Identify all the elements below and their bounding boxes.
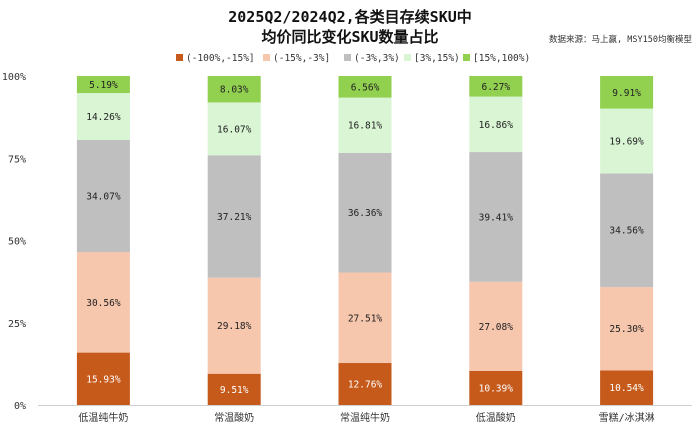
legend-swatch-1 xyxy=(263,54,270,61)
bar-segment xyxy=(469,152,523,282)
bar-segment xyxy=(207,155,261,278)
bar-segment xyxy=(207,76,261,103)
bar-segment xyxy=(207,373,261,405)
data-label: 6.56% xyxy=(351,82,380,93)
bar-segment xyxy=(207,102,261,156)
data-label: 6.27% xyxy=(481,82,510,93)
bar-segment xyxy=(76,75,130,94)
legend-label-1: (-15%,-3%] xyxy=(273,53,330,64)
bar-segment xyxy=(76,352,130,405)
data-label: 36.36% xyxy=(348,208,383,219)
data-label: 30.56% xyxy=(86,298,121,309)
data-label: 27.51% xyxy=(348,313,383,324)
bar-segment xyxy=(338,272,392,364)
data-label: 15.93% xyxy=(86,374,121,385)
bar-segment xyxy=(469,96,523,153)
bar-segment xyxy=(600,108,654,174)
legend-swatch-4 xyxy=(463,54,470,61)
data-label: 8.03% xyxy=(220,85,249,96)
x-category-label: 常温纯牛奶 xyxy=(340,411,390,424)
data-label: 9.91% xyxy=(612,88,641,99)
data-label: 34.56% xyxy=(609,226,644,237)
data-label: 9.51% xyxy=(220,385,249,396)
chart-title-line1: 2025Q2/2024Q2,各类目存续SKU中 xyxy=(228,8,472,26)
x-category-label: 低温纯牛奶 xyxy=(78,411,128,424)
y-tick-label: 50% xyxy=(8,237,26,248)
legend-label-4: [15%,100%) xyxy=(473,53,530,64)
legend-swatch-0 xyxy=(176,54,183,61)
data-label: 10.54% xyxy=(609,383,644,394)
bar-segment xyxy=(76,93,130,140)
y-tick-label: 75% xyxy=(8,154,26,165)
y-tick-label: 100% xyxy=(2,72,26,83)
bar-segment xyxy=(469,370,523,405)
legend-swatch-3 xyxy=(404,54,411,61)
bar-segment xyxy=(469,281,523,371)
legend-label-3: [3%,15%) xyxy=(414,53,460,64)
bar-segment xyxy=(207,277,261,374)
bar-segment xyxy=(600,287,654,371)
bar-segment xyxy=(76,252,130,353)
bar-segment xyxy=(338,363,392,405)
x-category-label: 低温酸奶 xyxy=(476,411,516,424)
bar-segment xyxy=(338,152,392,273)
data-label: 16.07% xyxy=(217,124,252,135)
bar-segment xyxy=(76,139,130,253)
bar-segment xyxy=(469,75,523,97)
bar-segment xyxy=(600,76,654,109)
y-tick-label: 0% xyxy=(14,401,26,412)
data-label: 19.69% xyxy=(609,136,644,147)
data-label: 14.26% xyxy=(86,112,121,123)
data-label: 16.81% xyxy=(348,121,383,132)
legend-label-0: (-100%,-15%] xyxy=(186,53,255,64)
data-label: 29.18% xyxy=(217,321,252,332)
data-label: 34.07% xyxy=(86,192,121,203)
bar-segment xyxy=(600,370,654,405)
legend-swatch-2 xyxy=(344,54,351,61)
x-category-label: 常温酸奶 xyxy=(214,411,254,424)
data-source-note: 数据来源：马上赢, MSY150均衡模型 xyxy=(549,35,692,45)
y-tick-label: 25% xyxy=(8,319,26,330)
data-label: 27.08% xyxy=(479,322,514,333)
data-label: 12.76% xyxy=(348,380,383,391)
chart-title-line2: 均价同比变化SKU数量占比 xyxy=(261,28,439,46)
data-label: 25.30% xyxy=(609,324,644,335)
bar-segment xyxy=(338,97,392,153)
data-label: 16.86% xyxy=(479,120,514,131)
legend-label-2: (-3%,3%) xyxy=(354,53,400,64)
bar-segment xyxy=(338,76,392,98)
x-category-label: 雪糕/冰淇淋 xyxy=(599,411,655,424)
data-label: 39.41% xyxy=(479,212,514,223)
data-label: 5.19% xyxy=(89,80,118,91)
data-label: 10.39% xyxy=(479,383,514,394)
data-label: 37.21% xyxy=(217,212,252,223)
bar-segment xyxy=(600,173,654,288)
